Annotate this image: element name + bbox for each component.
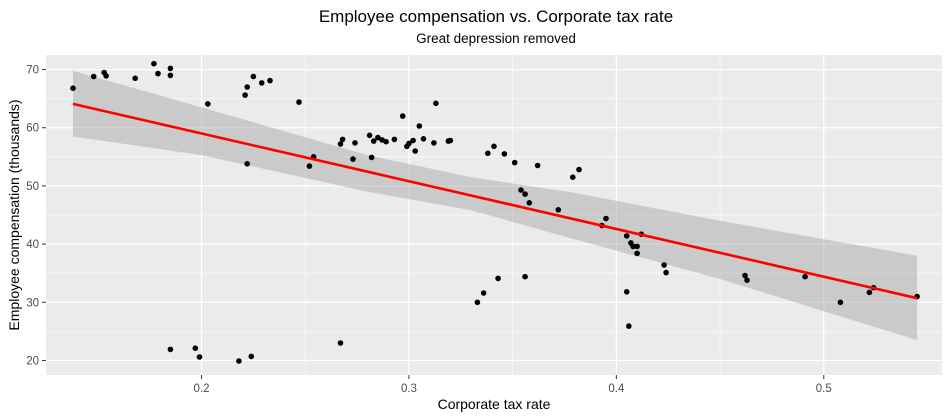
data-point	[375, 134, 381, 141]
data-point	[368, 154, 375, 161]
data-point	[167, 65, 174, 72]
y-tick-label: 60	[26, 123, 39, 135]
data-point	[391, 136, 398, 143]
data-point	[433, 100, 439, 107]
data-point	[866, 289, 873, 296]
data-point	[431, 140, 437, 146]
data-point	[420, 136, 427, 142]
data-point	[205, 101, 211, 107]
data-point	[132, 75, 138, 82]
data-point	[399, 113, 406, 119]
data-point	[534, 162, 541, 169]
data-point	[337, 141, 344, 147]
data-point	[167, 346, 174, 353]
data-point	[576, 166, 582, 173]
grid-lines	[46, 55, 942, 375]
data-point	[555, 207, 562, 213]
y-axis-title: Employee compensation (thousands)	[6, 99, 22, 330]
data-point	[570, 174, 576, 180]
data-point	[244, 161, 250, 167]
data-point	[242, 92, 248, 98]
y-tick-label: 50	[26, 181, 39, 193]
data-point	[151, 60, 157, 67]
data-point	[802, 273, 808, 280]
data-point	[447, 137, 454, 144]
data-point	[306, 163, 313, 169]
x-tick-label: 0.4	[608, 383, 625, 395]
data-point	[250, 73, 257, 80]
axis-ticks: 0.2 0.3 0.4 0.5 20 30 40 50 60 70	[26, 65, 832, 395]
data-point	[296, 99, 302, 105]
data-point	[366, 132, 373, 139]
data-point	[350, 156, 356, 162]
data-point	[267, 77, 273, 84]
x-axis-title: Corporate tax rate	[438, 396, 551, 412]
data-point	[383, 138, 389, 145]
fit-line-layer	[72, 102, 918, 300]
y-tick-label: 70	[26, 65, 39, 77]
y-tick-label: 20	[26, 355, 39, 367]
x-tick-label: 0.5	[816, 383, 832, 395]
data-point	[501, 151, 508, 157]
data-point	[634, 243, 640, 250]
data-point	[661, 262, 667, 268]
data-point	[196, 354, 203, 360]
y-tick-label: 40	[26, 239, 39, 251]
data-point	[518, 187, 524, 193]
data-point	[485, 150, 491, 157]
data-point	[70, 85, 76, 91]
data-point	[626, 323, 632, 329]
data-point	[167, 72, 174, 79]
data-points	[70, 60, 920, 364]
data-point	[495, 275, 501, 282]
data-point	[480, 290, 487, 296]
data-point	[522, 273, 528, 280]
data-point	[603, 215, 609, 222]
chart-subtitle: Great depression removed	[416, 31, 576, 46]
data-point	[416, 123, 423, 129]
data-point	[258, 80, 265, 86]
data-point	[406, 140, 412, 147]
fit-line	[72, 102, 918, 300]
data-point	[837, 299, 844, 306]
data-point	[474, 299, 481, 306]
data-point	[410, 137, 416, 144]
data-point	[630, 243, 636, 250]
confidence-band	[73, 70, 918, 341]
data-point	[339, 136, 346, 143]
chart-title: Employee compensation vs. Corporate tax …	[319, 7, 673, 26]
data-point	[337, 340, 344, 346]
data-point	[412, 148, 419, 154]
x-tick-label: 0.3	[401, 383, 417, 395]
data-point	[370, 138, 377, 144]
data-point	[244, 84, 250, 90]
data-point	[744, 277, 750, 284]
data-point	[623, 289, 630, 295]
y-tick-label: 30	[26, 297, 39, 309]
data-point	[742, 272, 748, 279]
data-point	[155, 70, 161, 77]
data-point	[192, 345, 199, 352]
data-point	[623, 233, 630, 239]
confidence-band-layer	[73, 70, 918, 341]
data-point	[352, 140, 358, 146]
data-point	[663, 269, 669, 276]
data-point	[634, 250, 640, 257]
data-point	[236, 358, 242, 364]
data-point	[248, 353, 255, 360]
data-point	[526, 200, 533, 206]
data-point	[522, 191, 528, 197]
data-point	[491, 143, 497, 150]
data-point	[103, 73, 109, 79]
data-point	[511, 159, 518, 166]
data-point	[90, 73, 97, 80]
x-tick-label: 0.2	[194, 383, 210, 395]
